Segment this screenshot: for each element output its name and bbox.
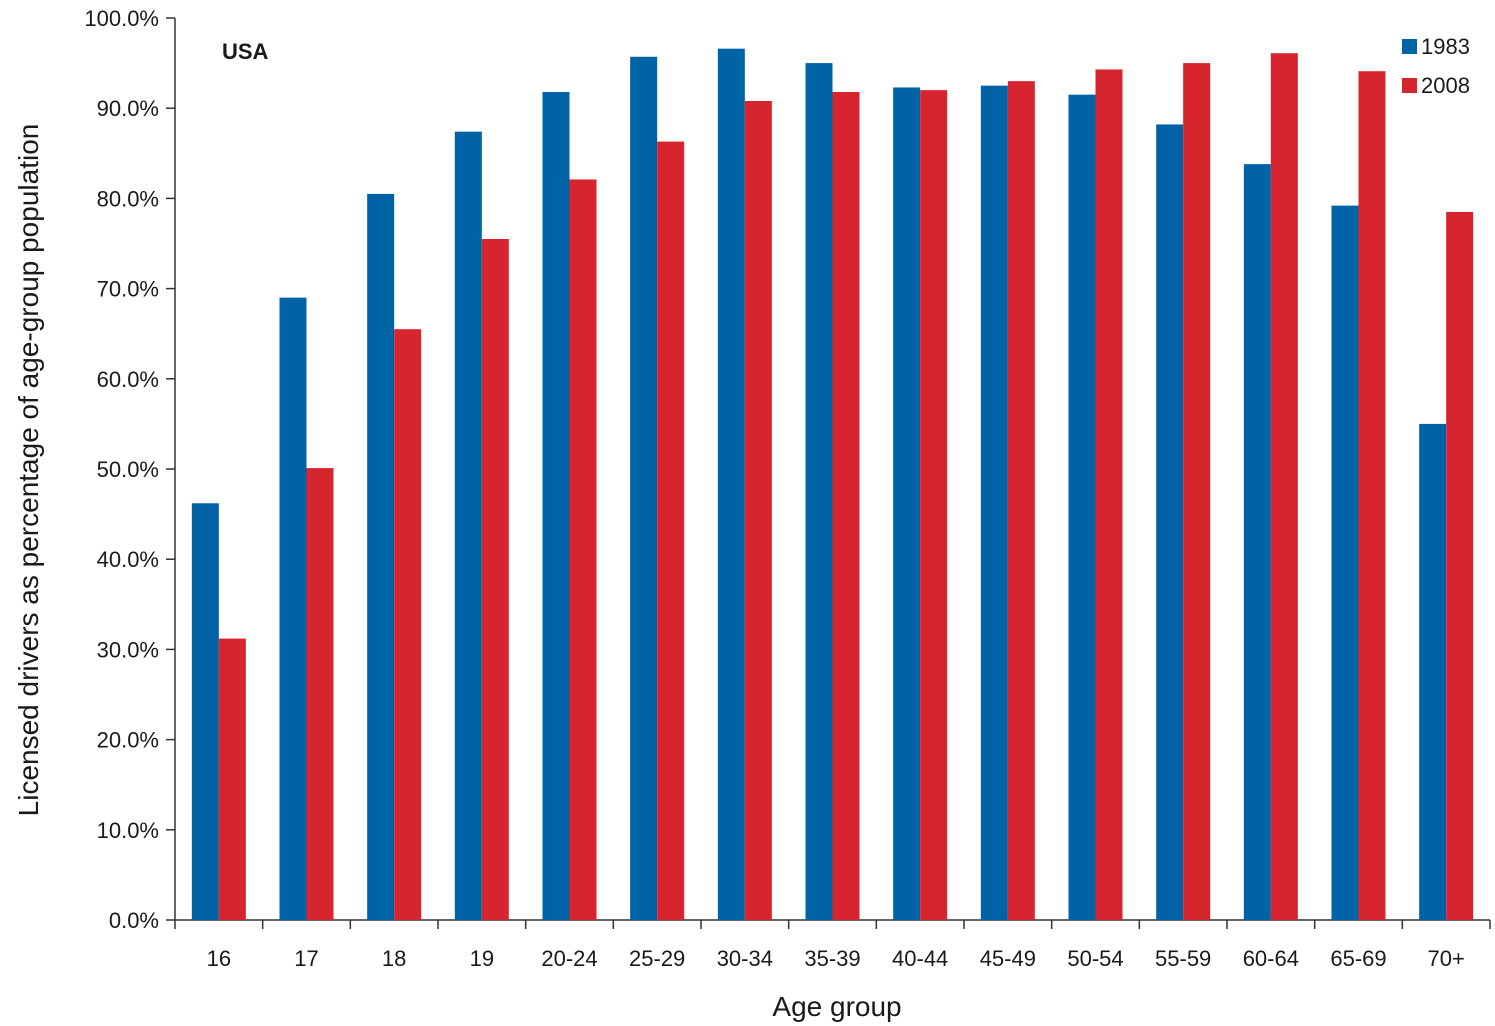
bar-1983-30-34: [717, 48, 745, 921]
x-tick-label: 16: [207, 946, 231, 971]
legend-swatch-1983: [1402, 39, 1417, 54]
legend: 1983 2008: [1402, 34, 1470, 98]
bar-1983-45-49: [980, 85, 1008, 920]
bar-2008-30-34: [744, 100, 772, 920]
bar-2008-35-39: [832, 91, 860, 921]
x-tick-label: 65-69: [1330, 946, 1386, 971]
bar-2008-50-54: [1095, 69, 1123, 920]
x-tick-label: 19: [470, 946, 494, 971]
y-tick-label: 10.0%: [97, 818, 159, 843]
x-tick-label: 70+: [1428, 946, 1465, 971]
x-tick-label: 30-34: [717, 946, 773, 971]
bar-1983-18: [367, 193, 395, 920]
y-tick-label: 40.0%: [97, 547, 159, 572]
bar-1983-50-54: [1068, 94, 1096, 921]
bar-1983-55-59: [1156, 124, 1184, 921]
bar-1983-19: [454, 131, 482, 921]
x-tick-label: 55-59: [1155, 946, 1211, 971]
x-axis: 16 17 18 19 20-24 25-29 30-34 35-39 40-44 45-49 50…: [174, 919, 1491, 971]
bar-1983-16: [191, 503, 219, 920]
bars: [191, 48, 1474, 921]
x-tick-label: 40-44: [892, 946, 948, 971]
legend-label-2008: 2008: [1421, 73, 1470, 98]
bar-2008-65-69: [1358, 71, 1386, 920]
bar-1983-65-69: [1331, 205, 1359, 921]
y-tick-label: 100.0%: [84, 6, 159, 31]
y-axis-title: Licensed drivers as percentage of age-gr…: [13, 124, 44, 817]
y-tick-label: 70.0%: [97, 277, 159, 302]
bar-1983-35-39: [805, 63, 833, 921]
bar-2008-70+: [1446, 211, 1474, 920]
bar-2008-16: [218, 638, 246, 920]
bar-1983-60-64: [1243, 164, 1271, 920]
y-tick-label: 90.0%: [97, 96, 159, 121]
x-tick-label: 20-24: [541, 946, 597, 971]
bar-1983-25-29: [630, 56, 658, 920]
y-tick-label: 80.0%: [97, 186, 159, 211]
bar-2008-60-64: [1270, 53, 1298, 921]
bar-1983-40-44: [893, 87, 921, 921]
bar-2008-25-29: [657, 141, 685, 921]
bar-2008-55-59: [1183, 63, 1211, 921]
x-tick-label: 45-49: [980, 946, 1036, 971]
bar-2008-20-24: [569, 179, 597, 920]
bar-1983-17: [279, 297, 307, 920]
country-annotation: USA: [222, 39, 269, 64]
y-tick-label: 50.0%: [97, 457, 159, 482]
x-tick-label: 25-29: [629, 946, 685, 971]
y-tick-label: 60.0%: [97, 367, 159, 392]
legend-swatch-2008: [1402, 78, 1417, 93]
bar-2008-18: [394, 329, 422, 920]
legend-label-1983: 1983: [1421, 34, 1470, 59]
bar-1983-70+: [1419, 423, 1447, 920]
y-axis: 0.0% 10.0% 20.0% 30.0% 40.0% 50.0% 60.0% 70.0% 8…: [84, 6, 176, 933]
bar-2008-45-49: [1007, 81, 1035, 920]
y-tick-label: 0.0%: [109, 908, 159, 933]
y-tick-label: 30.0%: [97, 637, 159, 662]
x-tick-label: 18: [382, 946, 406, 971]
x-tick-label: 60-64: [1243, 946, 1299, 971]
bar-2008-17: [306, 468, 334, 920]
bar-2008-19: [481, 238, 509, 921]
x-tick-label: 35-39: [804, 946, 860, 971]
x-tick-label: 50-54: [1067, 946, 1123, 971]
y-tick-label: 20.0%: [97, 728, 159, 753]
bar-1983-20-24: [542, 91, 570, 921]
x-tick-label: 17: [294, 946, 318, 971]
bar-2008-40-44: [920, 90, 948, 920]
x-axis-title: Age group: [772, 991, 901, 1022]
